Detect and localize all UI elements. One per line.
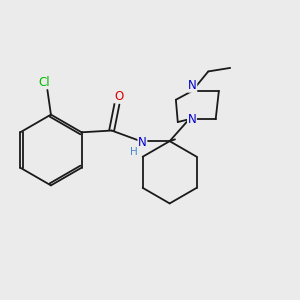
Text: N: N bbox=[188, 79, 197, 92]
Text: N: N bbox=[188, 113, 196, 126]
Text: Cl: Cl bbox=[39, 76, 50, 88]
Text: N: N bbox=[138, 136, 147, 149]
Text: H: H bbox=[130, 147, 138, 157]
Text: O: O bbox=[114, 90, 123, 103]
